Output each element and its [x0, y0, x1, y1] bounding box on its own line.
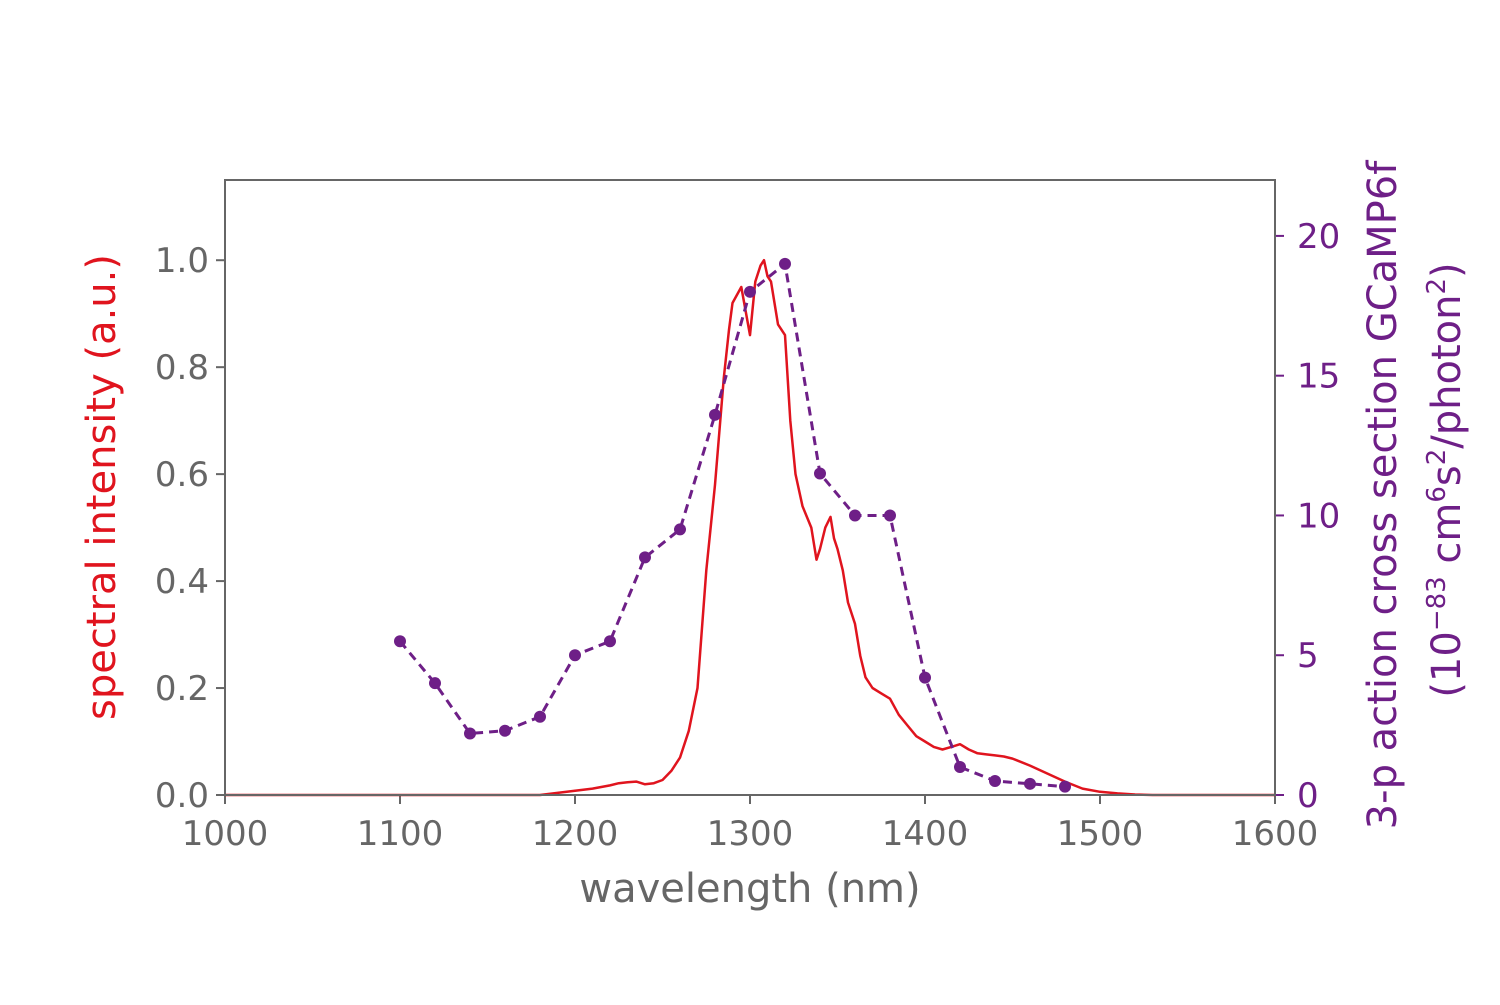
y-left-tick-label: 0.8 — [155, 348, 209, 388]
unit-superscript: −83 — [1422, 576, 1452, 631]
action-cross-section-point — [1059, 780, 1071, 793]
unit-part: cm — [1424, 503, 1470, 577]
y-left-tick-label: 1.0 — [155, 241, 209, 281]
action-cross-section-point — [849, 509, 861, 522]
action-cross-section-point — [779, 257, 791, 270]
unit-part: ) — [1424, 262, 1470, 278]
x-axis-title: wavelength (nm) — [579, 866, 920, 912]
action-cross-section-point — [954, 761, 966, 774]
unit-part: s — [1424, 465, 1470, 486]
x-tick-label: 1600 — [1232, 814, 1319, 854]
action-cross-section-point — [464, 727, 476, 740]
y-right-tick-label: 15 — [1297, 357, 1340, 397]
action-cross-section-point — [499, 724, 511, 737]
action-cross-section-point — [674, 523, 686, 536]
x-tick-label: 1100 — [357, 814, 444, 854]
action-cross-section-point — [534, 710, 546, 723]
ticks-layer: 1000 1100 1200 1300 1400 1500 1600 0.0 0.2 0.4 0.6… — [155, 217, 1340, 854]
action-cross-section-point — [814, 467, 826, 480]
x-tick-label: 1000 — [182, 814, 269, 854]
y-right-tick-label: 0 — [1297, 776, 1319, 816]
action-cross-section-point — [989, 775, 1001, 788]
action-cross-section-point — [884, 509, 896, 522]
y-right-axis-title-line2: (10−83 cm6s2/photon2) — [1422, 262, 1470, 697]
series-layer — [225, 257, 1275, 797]
y-right-tick-label: 20 — [1297, 217, 1340, 257]
x-tick-label: 1500 — [1057, 814, 1144, 854]
action-cross-section-point — [604, 635, 616, 648]
x-tick-label: 1200 — [532, 814, 619, 854]
action-cross-section-point — [394, 635, 406, 648]
y-left-tick-label: 0.6 — [155, 455, 209, 495]
x-tick-label: 1400 — [882, 814, 969, 854]
unit-part: (10 — [1424, 631, 1470, 698]
unit-superscript: 2 — [1422, 278, 1452, 295]
y-left-axis-title: spectral intensity (a.u.) — [79, 254, 125, 720]
action-cross-section-point — [1024, 777, 1036, 790]
unit-superscript: 6 — [1422, 486, 1452, 503]
action-cross-section-point — [709, 408, 721, 421]
action-cross-section-point — [569, 649, 581, 662]
action-cross-section-point — [639, 551, 651, 564]
x-tick-label: 1300 — [707, 814, 794, 854]
y-left-tick-label: 0.4 — [155, 562, 209, 602]
y-left-tick-label: 0.0 — [155, 776, 209, 816]
spectral-intensity-line — [225, 258, 1275, 797]
y-right-tick-label: 5 — [1297, 636, 1319, 676]
action-cross-section-point — [919, 671, 931, 684]
action-cross-section-line — [398, 262, 1066, 789]
y-right-axis-title-line1: 3-p action cross section GCaMP6f — [1360, 160, 1406, 830]
action-cross-section-point — [429, 677, 441, 690]
plot-frame — [224, 179, 1276, 796]
unit-superscript: 2 — [1422, 449, 1452, 466]
y-left-tick-label: 0.2 — [155, 669, 209, 709]
action-cross-section-point — [744, 285, 756, 298]
y-right-tick-label: 10 — [1297, 496, 1340, 536]
unit-part: /photon — [1424, 294, 1470, 448]
